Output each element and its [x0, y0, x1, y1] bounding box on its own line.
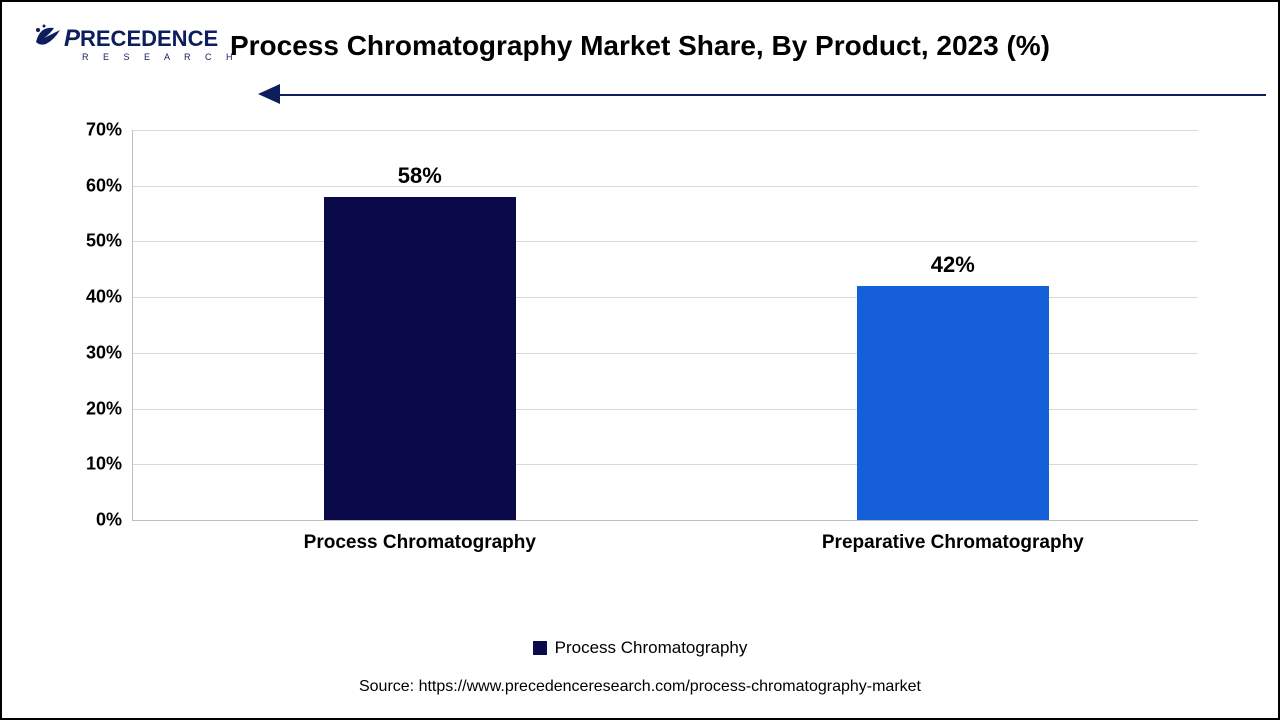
y-tick-label: 0% [96, 510, 122, 531]
bar-value-label: 42% [857, 252, 1049, 278]
bar-value-label: 58% [324, 163, 516, 189]
y-tick-label: 20% [86, 398, 122, 419]
decorative-arrow-head [258, 84, 280, 104]
y-tick-label: 60% [86, 175, 122, 196]
grid-line [132, 241, 1198, 242]
chart-legend: Process Chromatography [2, 638, 1278, 660]
chart-frame: P RECEDENCE R E S E A R C H Process Chro… [0, 0, 1280, 720]
bar: 42% [857, 286, 1049, 520]
y-tick-label: 30% [86, 342, 122, 363]
y-tick-label: 50% [86, 231, 122, 252]
decorative-arrow-line [272, 94, 1266, 96]
x-tick-label: Process Chromatography [304, 532, 536, 554]
x-tick-label: Preparative Chromatography [822, 532, 1084, 554]
chart-title: Process Chromatography Market Share, By … [2, 30, 1278, 62]
source-text: Source: https://www.precedenceresearch.c… [2, 678, 1278, 696]
legend-item: Process Chromatography [533, 638, 748, 658]
legend-swatch [533, 641, 547, 655]
plot-area: 0%10%20%30%40%50%60%70%58%Process Chroma… [132, 130, 1198, 520]
y-tick-label: 40% [86, 287, 122, 308]
grid-line [132, 186, 1198, 187]
y-axis [132, 130, 133, 520]
y-tick-label: 70% [86, 120, 122, 141]
legend-label: Process Chromatography [555, 638, 748, 658]
grid-line [132, 130, 1198, 131]
bar-chart: 0%10%20%30%40%50%60%70%58%Process Chroma… [62, 130, 1198, 550]
y-tick-label: 10% [86, 454, 122, 475]
bar: 58% [324, 197, 516, 520]
grid-line [132, 520, 1198, 521]
